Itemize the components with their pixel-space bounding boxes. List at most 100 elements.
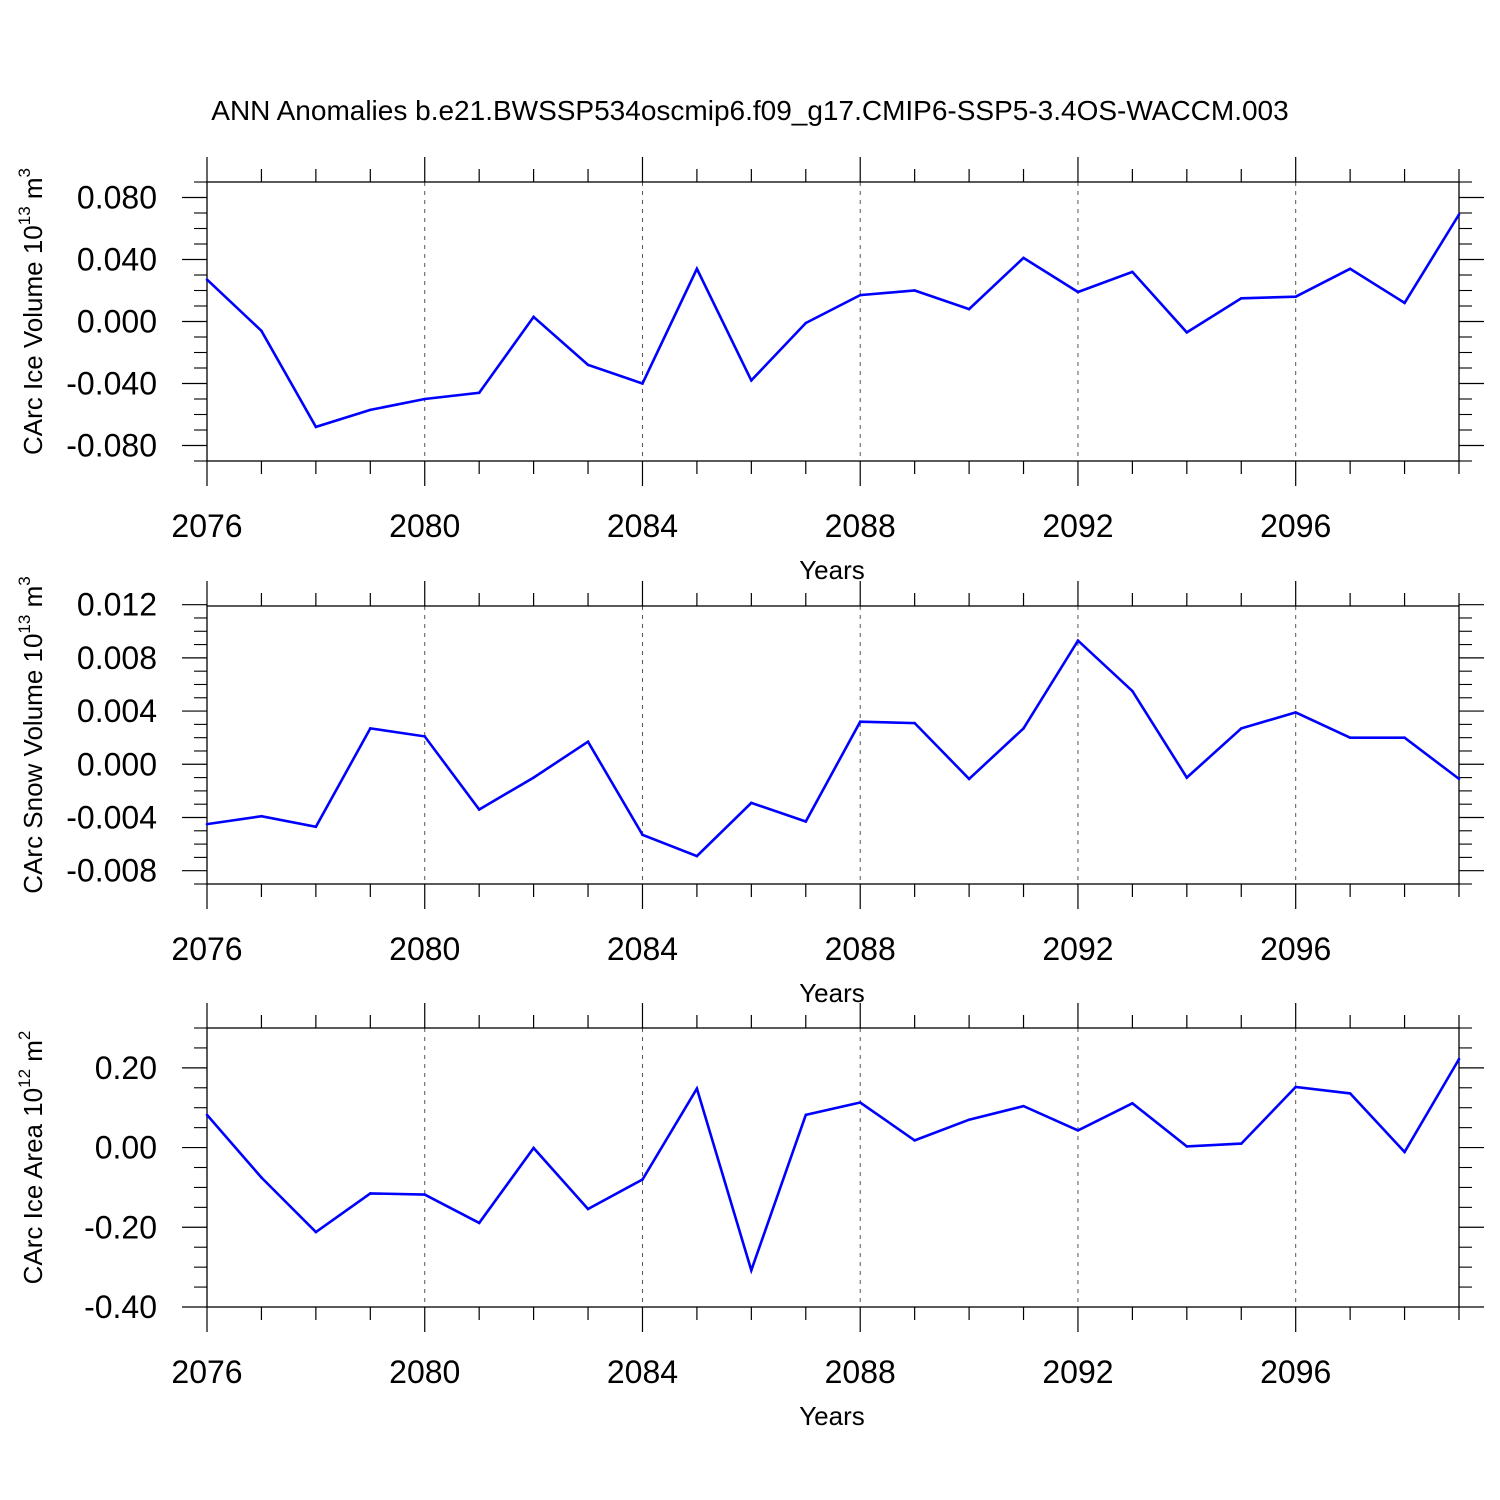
ice-area-panel: 0.20 0.00 -0.20 -0.40 2076 2080 2084 2088 2092 20… bbox=[15, 1003, 1484, 1431]
data-point bbox=[1185, 331, 1189, 334]
x-tick-label: 2084 bbox=[607, 508, 678, 544]
data-point bbox=[750, 379, 753, 382]
data-point bbox=[205, 822, 209, 826]
data-point bbox=[641, 833, 644, 837]
data-point bbox=[1457, 1057, 1461, 1061]
data-point bbox=[641, 382, 644, 385]
y-tick-label: 0.20 bbox=[95, 1050, 157, 1086]
data-point bbox=[423, 735, 427, 738]
data-point bbox=[967, 777, 971, 781]
data-point bbox=[1294, 1085, 1297, 1089]
x-axis-title: Years bbox=[799, 1401, 865, 1431]
data-point bbox=[1457, 777, 1461, 781]
ice-volume-panel: 0.080 0.040 0.000 -0.040 -0.080 2076 2080 2084 2… bbox=[15, 157, 1484, 585]
data-point bbox=[314, 825, 318, 829]
data-point bbox=[586, 1207, 590, 1211]
data-point bbox=[586, 740, 590, 743]
y-axis-title: CArc Snow Volume 1013 m3 bbox=[15, 576, 48, 893]
data-point bbox=[1403, 736, 1406, 739]
x-tick-label: 2076 bbox=[171, 1354, 242, 1390]
y-tick-label: 0.012 bbox=[77, 587, 157, 623]
data-point bbox=[804, 321, 808, 325]
x-tick-label: 2084 bbox=[607, 1354, 678, 1390]
plot-frame bbox=[206, 1027, 1460, 1308]
y-tick-label: -0.20 bbox=[84, 1209, 157, 1245]
x-tick-label: 2080 bbox=[389, 931, 460, 967]
data-point bbox=[695, 267, 699, 271]
data-point bbox=[532, 776, 535, 779]
data-point bbox=[750, 1269, 753, 1272]
data-point bbox=[1294, 711, 1297, 714]
data-point bbox=[1239, 727, 1243, 730]
x-tick-label: 2096 bbox=[1260, 508, 1331, 544]
data-point bbox=[1022, 727, 1025, 730]
data-point bbox=[1239, 296, 1243, 300]
data-point bbox=[1239, 1142, 1243, 1145]
data-point bbox=[1131, 270, 1134, 274]
x-axis-title: Years bbox=[799, 555, 865, 585]
y-tick-label: -0.040 bbox=[66, 366, 157, 402]
snow-volume-panel: 0.012 0.008 0.004 0.000 -0.004 -0.008 2076 2080… bbox=[15, 576, 1484, 1008]
data-point bbox=[1076, 290, 1080, 294]
x-tick-label: 2088 bbox=[825, 1354, 896, 1390]
series-line bbox=[206, 213, 1461, 429]
data-point bbox=[532, 315, 535, 319]
data-point bbox=[532, 1146, 535, 1150]
data-point bbox=[205, 278, 209, 281]
data-point bbox=[1348, 267, 1352, 271]
x-tick-label: 2092 bbox=[1042, 931, 1113, 967]
data-point bbox=[1131, 1102, 1134, 1105]
x-tick-label: 2096 bbox=[1260, 1354, 1331, 1390]
data-point bbox=[1185, 776, 1189, 779]
x-tick-label: 2076 bbox=[171, 508, 242, 544]
y-tick-label: 0.080 bbox=[77, 180, 157, 216]
x-tick-label: 2092 bbox=[1042, 1354, 1113, 1390]
y-tick-label: 0.00 bbox=[95, 1130, 157, 1166]
data-point bbox=[260, 814, 263, 818]
data-point bbox=[1022, 1104, 1025, 1108]
data-point bbox=[1403, 1150, 1406, 1154]
plot-frame bbox=[206, 605, 1460, 885]
data-point bbox=[314, 425, 318, 429]
series-line bbox=[206, 1058, 1461, 1275]
data-point bbox=[967, 307, 971, 311]
data-point bbox=[804, 820, 808, 823]
x-tick-label: 2080 bbox=[389, 508, 460, 544]
y-tick-label: 0.040 bbox=[77, 242, 157, 278]
series-line bbox=[206, 638, 1460, 858]
data-point bbox=[858, 1101, 862, 1104]
data-point bbox=[369, 408, 372, 412]
data-point bbox=[369, 1192, 372, 1195]
data-point bbox=[1131, 689, 1134, 693]
x-tick-label: 2088 bbox=[825, 931, 896, 967]
data-point bbox=[477, 1221, 481, 1225]
data-point bbox=[641, 1178, 644, 1181]
data-point bbox=[369, 727, 372, 730]
data-point bbox=[260, 1176, 263, 1179]
data-point bbox=[1403, 301, 1406, 305]
y-tick-label: 0.000 bbox=[77, 746, 157, 782]
y-tick-label: -0.080 bbox=[66, 428, 157, 464]
x-tick-label: 2084 bbox=[607, 931, 678, 967]
y-tick-label: -0.40 bbox=[84, 1289, 157, 1325]
data-point bbox=[205, 1113, 209, 1117]
data-point bbox=[1294, 295, 1297, 299]
data-point bbox=[1076, 1129, 1080, 1132]
data-point bbox=[1076, 639, 1080, 642]
x-tick-label: 2080 bbox=[389, 1354, 460, 1390]
plot-frame bbox=[206, 181, 1460, 462]
data-point bbox=[750, 801, 753, 805]
data-point bbox=[695, 854, 699, 858]
data-point bbox=[1348, 1092, 1352, 1095]
y-tick-label: 0.000 bbox=[77, 304, 157, 340]
data-point bbox=[477, 391, 481, 395]
x-axis-title: Years bbox=[799, 978, 865, 1008]
data-point bbox=[858, 293, 862, 297]
data-point bbox=[586, 363, 590, 367]
data-point bbox=[913, 289, 916, 292]
data-point bbox=[858, 720, 862, 724]
data-point bbox=[1457, 213, 1461, 216]
y-tick-label: 0.008 bbox=[77, 640, 157, 676]
y-tick-label: -0.004 bbox=[66, 799, 157, 835]
